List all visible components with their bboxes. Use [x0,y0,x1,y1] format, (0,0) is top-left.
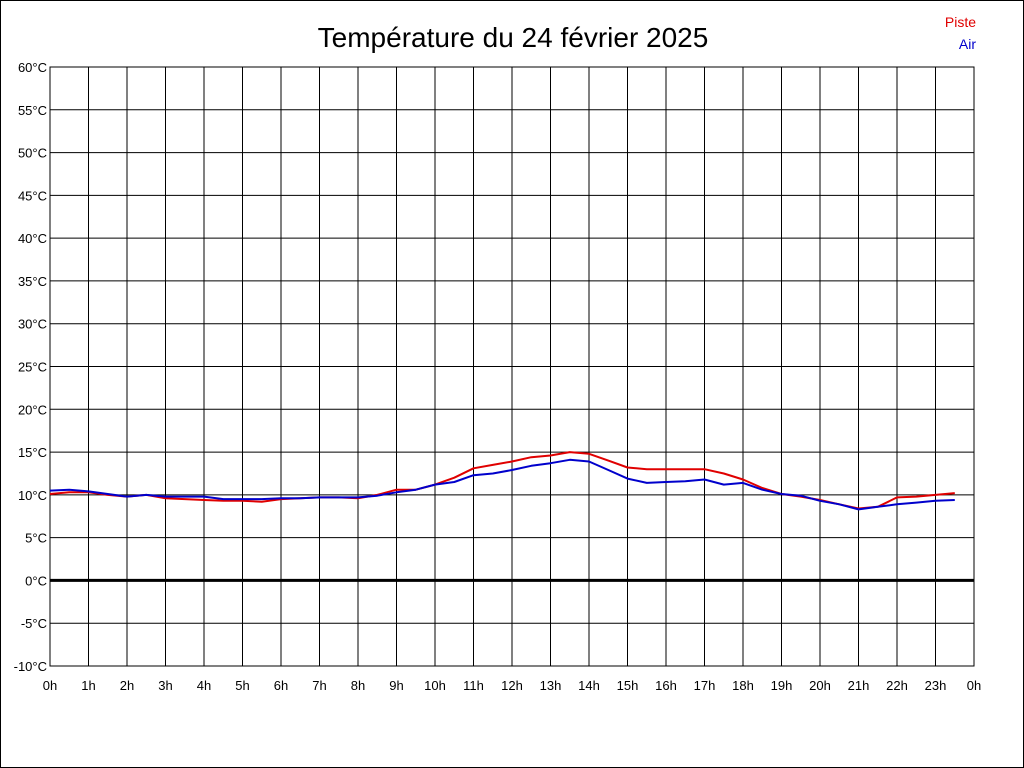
x-tick-label: 2h [120,678,134,693]
x-tick-label: 11h [463,678,484,693]
x-tick-label: 5h [235,678,249,693]
series-lines [49,451,955,511]
y-axis-tick-labels: 60°C 55°C 50°C 45°C 40°C 35°C 30°C 25°C 20°C 15°C… [14,60,47,674]
x-tick-label: 9h [389,678,403,693]
y-tick-label: 45°C [18,188,47,203]
legend: Piste Air [945,14,976,52]
x-tick-label: 22h [886,678,908,693]
y-tick-label: 20°C [18,402,47,417]
x-tick-label: 8h [351,678,365,693]
series-line-air [49,458,955,511]
legend-entry-piste: Piste [945,14,976,30]
x-tick-label: 18h [732,678,754,693]
x-tick-label: 17h [694,678,716,693]
y-tick-label: 35°C [18,274,47,289]
x-tick-label: 19h [771,678,793,693]
y-tick-label: -10°C [14,659,47,674]
x-tick-label: 3h [158,678,172,693]
x-axis-tick-labels: 0h 1h 2h 3h 4h 5h 6h 7h 8h 9h 10h 11h 12h 13h 14h 15h 16… [43,678,981,693]
x-tick-label: 12h [501,678,523,693]
y-tick-label: 5°C [25,531,47,546]
y-tick-label: 0°C [25,573,47,588]
x-tick-label: 23h [925,678,947,693]
x-tick-label: 6h [274,678,288,693]
y-tick-label: -5°C [21,616,47,631]
x-tick-label: 0h [967,678,981,693]
x-tick-label: 20h [809,678,831,693]
y-tick-label: 25°C [18,360,47,375]
x-tick-label: 1h [81,678,95,693]
x-tick-label: 21h [848,678,870,693]
chart-title: Température du 24 février 2025 [318,22,709,53]
x-tick-label: 7h [312,678,326,693]
y-tick-label: 60°C [18,60,47,75]
y-tick-label: 30°C [18,317,47,332]
y-tick-label: 10°C [18,488,47,503]
x-tick-label: 15h [617,678,639,693]
y-tick-label: 55°C [18,103,47,118]
x-tick-label: 14h [578,678,600,693]
grid-lines [49,66,975,667]
x-tick-label: 13h [540,678,562,693]
x-tick-label: 0h [43,678,57,693]
y-tick-label: 15°C [18,445,47,460]
x-tick-label: 4h [197,678,211,693]
x-tick-label: 16h [655,678,677,693]
legend-entry-air: Air [959,36,976,52]
x-tick-label: 10h [424,678,446,693]
plot-area-border [49,66,975,667]
y-tick-label: 50°C [18,146,47,161]
y-tick-label: 40°C [18,231,47,246]
